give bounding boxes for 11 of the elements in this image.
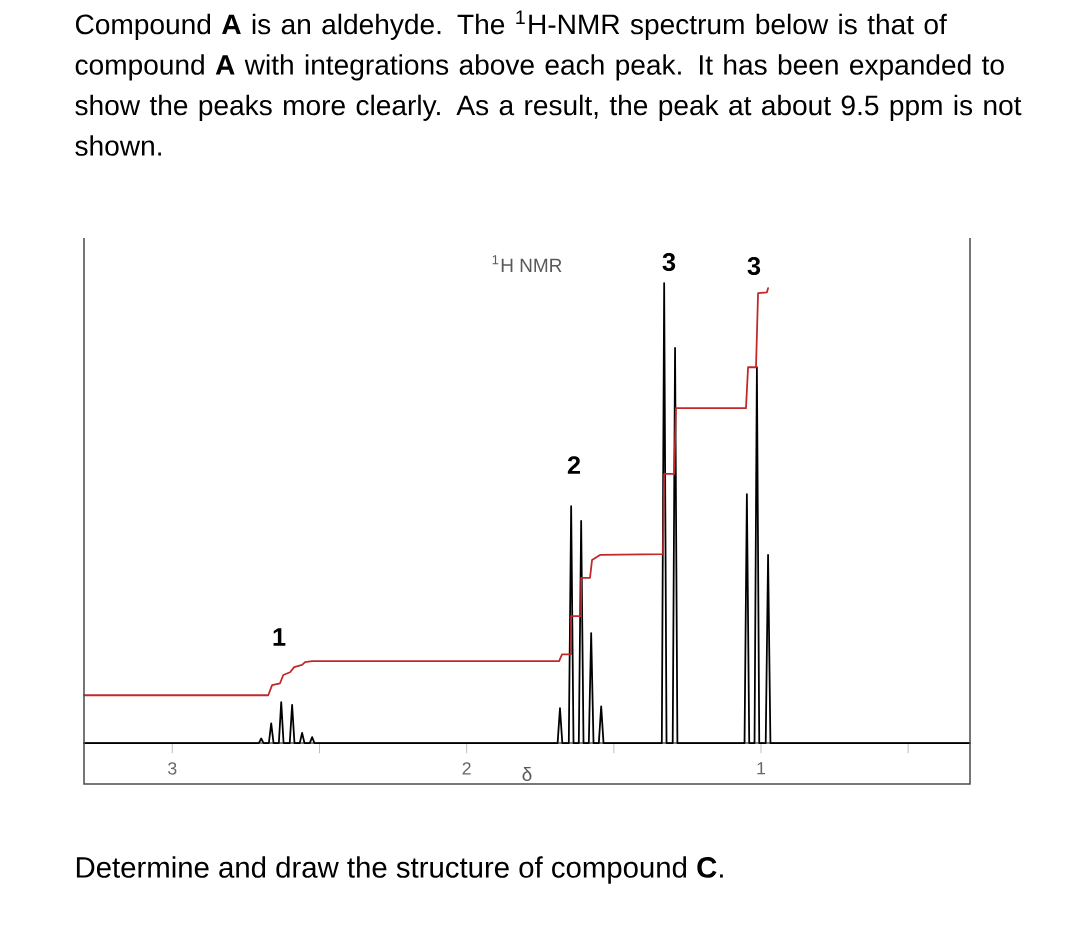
annotation: 1: [273, 628, 286, 646]
annotation: 2: [567, 456, 581, 474]
x-tick-label: 2: [462, 762, 471, 775]
chart-subtitle: $^{1}$H NMR: [492, 255, 562, 272]
chart-title: Compound A is an aldehyde. The $^{1}$H-NMR spectrum below is that of compound A with integrations above each peak. It has been expanded to show the peaks more clearly. As a result, the peak at about 9.5 ppm is not shown.: [75, 10, 1022, 156]
x-axis-title: δ: [522, 767, 532, 781]
x-tick-label: 3: [168, 762, 177, 775]
text: Determine and draw the structure of compound C.: [76, 856, 723, 884]
x-tick-label: 1: [757, 762, 766, 775]
text: 3: [662, 253, 676, 271]
text: 3: [747, 257, 761, 275]
